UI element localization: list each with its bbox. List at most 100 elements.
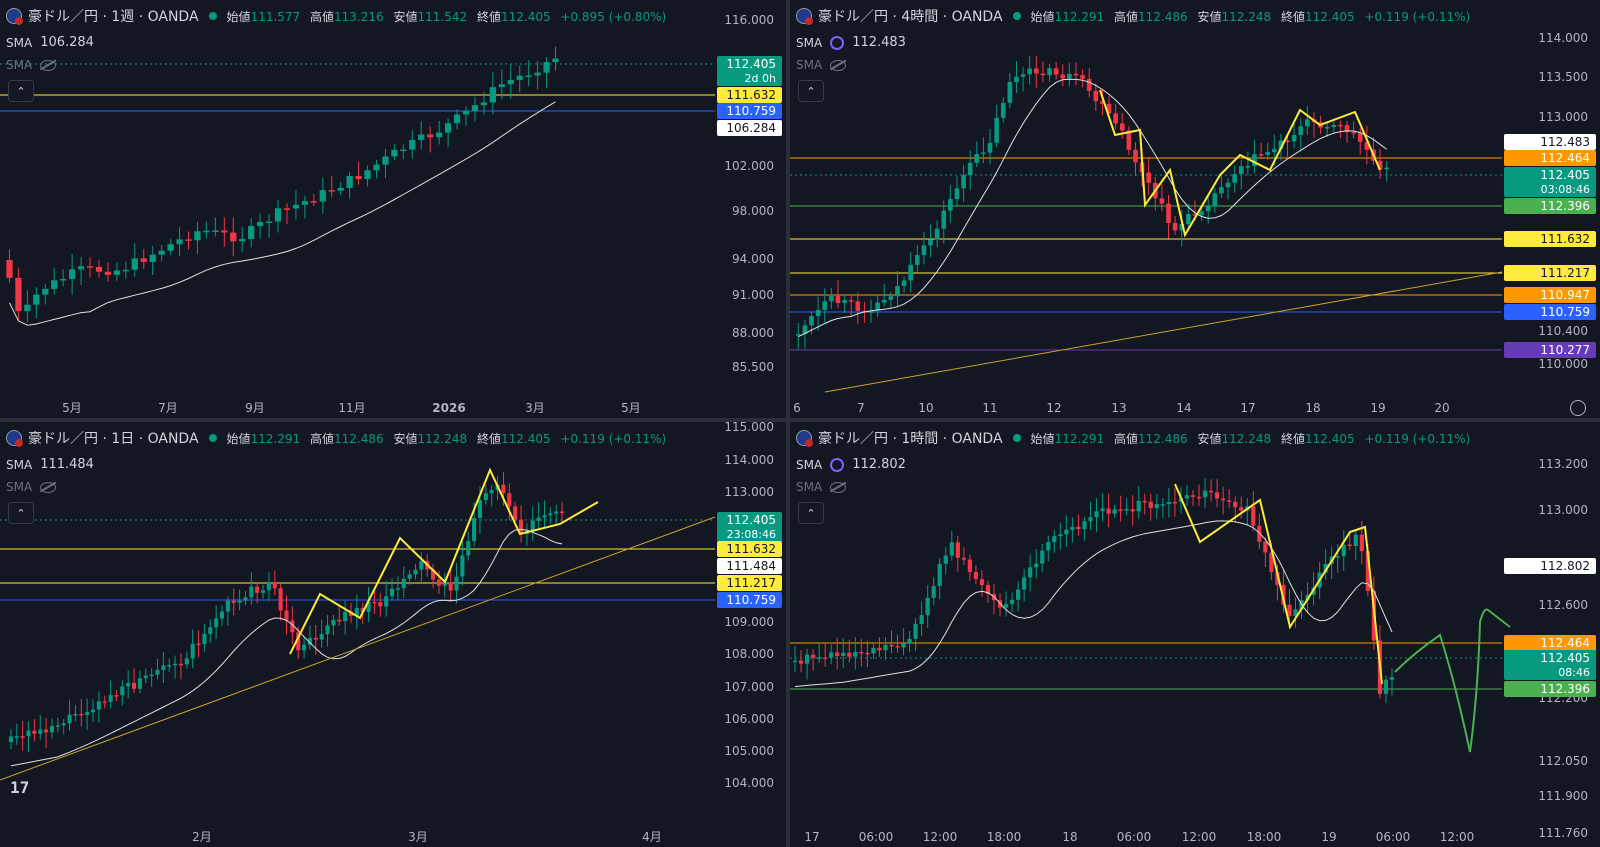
candle-body (1389, 677, 1395, 680)
price-tick-label: 105.000 (724, 744, 774, 758)
candle-body (534, 72, 541, 76)
candles-svg[interactable]: 116.000 102.000 98.000 94.000 91.000 88.000 85… (0, 0, 786, 418)
sma-indicator-hidden[interactable]: SMA (796, 58, 847, 72)
candle-body (955, 542, 960, 558)
candle-body (1285, 140, 1290, 143)
candles-svg[interactable]: 113.200113.000112.600112.200112.050111.9… (790, 422, 1600, 847)
candle-body (418, 134, 425, 140)
symbol-title[interactable]: 豪ドル／円 · 1日 · OANDA (28, 431, 199, 447)
candle-body (319, 190, 326, 202)
sma-line (10, 528, 563, 767)
price-tick-label: 116.000 (724, 13, 774, 27)
candle-body (483, 493, 488, 501)
candle-body (1136, 500, 1141, 512)
sma-indicator[interactable]: SMA 106.284 (6, 35, 94, 50)
price-tag (1504, 198, 1596, 214)
hidden-eye-icon[interactable] (40, 481, 57, 493)
time-tick-label: 18:00 (987, 830, 1022, 844)
candle-body (1219, 187, 1224, 194)
price-tick-label: 109.000 (724, 615, 774, 629)
candle-body (480, 102, 488, 106)
time-tick-label: 3月 (525, 401, 545, 415)
sma-indicator[interactable]: SMA 111.484 (6, 457, 94, 472)
pane-divider-horizontal[interactable] (0, 418, 1600, 422)
candle-body (1073, 73, 1079, 76)
candle-body (1142, 500, 1147, 503)
candle-body (1335, 556, 1340, 558)
collapse-indicators-button[interactable]: ⌃ (8, 80, 34, 102)
candle-body (1232, 174, 1237, 183)
candle-body (20, 736, 25, 738)
candle-body (219, 611, 225, 619)
sma-indicator[interactable]: SMA 112.802 (796, 457, 906, 472)
sma-indicator-hidden[interactable]: SMA (796, 480, 847, 494)
candle-body (994, 117, 999, 143)
candle-body (214, 618, 219, 628)
chart-pane-1h[interactable]: 113.200 113.000 112.600 112.200 112.050 111.9… (790, 422, 1600, 847)
candle-body (1113, 113, 1118, 124)
candle-body (313, 637, 318, 640)
candle-body (436, 579, 441, 586)
collapse-indicators-button[interactable]: ⌃ (798, 80, 824, 102)
price-tag-label: 110.947 (1540, 288, 1590, 302)
candle-body (901, 643, 906, 648)
candle-body (61, 723, 66, 726)
candle-body (1265, 152, 1271, 155)
chart-pane-weekly[interactable]: 116.000 102.000 98.000 94.000 91.000 88.000 85… (0, 0, 786, 418)
collapse-indicators-button[interactable]: ⌃ (8, 502, 34, 524)
hidden-eye-icon[interactable] (40, 59, 57, 71)
candle-body (543, 62, 550, 73)
candle-body (33, 294, 40, 305)
candle-body (237, 600, 242, 603)
price-tag-label: 111.217 (726, 576, 776, 590)
candle-body (102, 701, 107, 703)
price-tick-label: 113.000 (1538, 110, 1588, 124)
collapse-indicators-button[interactable]: ⌃ (798, 502, 824, 524)
sma-indicator[interactable]: SMA 112.483 (796, 35, 906, 50)
candle-body (431, 569, 436, 580)
tradingview-logo[interactable]: 17 (10, 778, 30, 797)
symbol-title[interactable]: 豪ドル／円 · 1時間 · OANDA (818, 431, 1003, 447)
candle-body (1133, 149, 1138, 163)
price-tick-label: 113.200 (1538, 457, 1588, 471)
pane-divider-vertical[interactable] (786, 0, 790, 847)
candle-body (518, 519, 524, 535)
candle-body (1100, 508, 1105, 512)
candle-body (987, 142, 993, 153)
chart-pane-daily[interactable]: 115.000 114.000 113.000 109.000 108.000 107.0… (0, 422, 786, 847)
candle-body (384, 596, 389, 607)
candle-body (829, 652, 834, 658)
candle-body (382, 156, 389, 165)
candle-body (901, 280, 907, 286)
sma-indicator-hidden[interactable]: SMA (6, 480, 57, 494)
symbol-title[interactable]: 豪ドル／円 · 1週 · OANDA (28, 9, 199, 25)
candle-body (1341, 544, 1346, 557)
candle-body (373, 164, 380, 171)
price-tag-label: 112.396 (1540, 199, 1590, 213)
candle-body (1245, 166, 1251, 168)
sma-line (794, 520, 1393, 687)
candle-body (140, 258, 147, 262)
candles-svg[interactable]: 115.000 114.000 113.000 109.000 108.000 107.0… (0, 422, 786, 847)
price-tag (717, 575, 782, 591)
candle-body (1221, 498, 1226, 501)
price-tag (1504, 558, 1596, 574)
price-tag (717, 103, 782, 119)
symbol-title[interactable]: 豪ドル／円 · 4時間 · OANDA (818, 9, 1003, 25)
candle-body (360, 607, 365, 612)
hidden-eye-icon[interactable] (830, 481, 847, 493)
candles-svg[interactable]: 114.000 113.500 113.000 110.400 110.000 6 7 10 1… (790, 0, 1600, 418)
candle-body (49, 726, 55, 733)
candle-body (51, 280, 58, 289)
hidden-eye-icon[interactable] (830, 59, 847, 71)
chart-pane-4h[interactable]: 114.000 113.500 113.000 110.400 110.000 6 7 10 1… (790, 0, 1600, 418)
candle-body (346, 175, 353, 188)
candle-body (941, 210, 947, 229)
sma-indicator-hidden[interactable]: SMA (6, 58, 57, 72)
candle-body (859, 652, 864, 654)
candle-body (104, 271, 112, 275)
candle-body (212, 230, 219, 232)
candle-body (925, 597, 930, 616)
settings-gear-icon[interactable] (1570, 400, 1586, 416)
candle-body (395, 588, 400, 590)
